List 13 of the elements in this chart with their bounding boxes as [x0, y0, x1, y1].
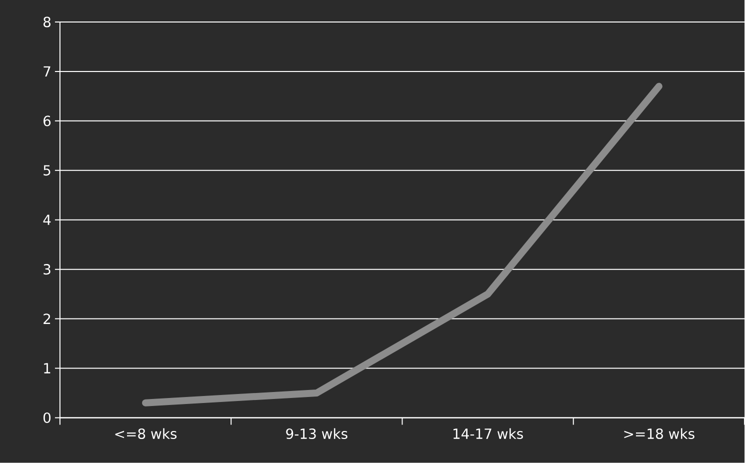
y-tick-label: 7	[44, 66, 50, 77]
y-tick-label: 2	[44, 314, 50, 324]
y-tick-label: 0	[44, 412, 51, 424]
y-tick-label: 8	[44, 16, 50, 28]
x-tick-label: 14-17 wks	[454, 428, 523, 440]
x-tick-label: >=18 wks	[624, 428, 694, 440]
y-tick-label: 5	[44, 165, 50, 176]
y-tick-label: 1	[44, 363, 50, 374]
y-tick-label: 4	[43, 214, 51, 226]
y-tick-label: 6	[44, 116, 51, 126]
x-tick-label: <=8 wks	[115, 428, 177, 440]
y-tick-label: 3	[44, 264, 50, 275]
x-tick-label: 9-13 wks	[286, 428, 348, 440]
